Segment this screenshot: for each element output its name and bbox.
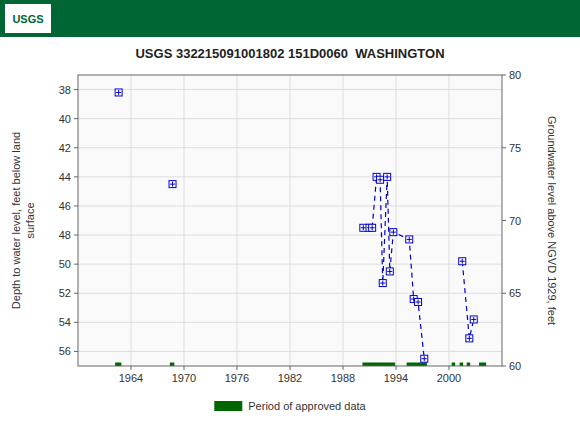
tick-label-y: 40 — [59, 113, 71, 125]
data-point — [369, 224, 376, 231]
legend-label: Period of approved data — [248, 400, 366, 412]
grid-line-y — [78, 293, 502, 294]
tick-label-y: 46 — [59, 200, 71, 212]
approved-period — [170, 363, 174, 367]
tick-x — [237, 366, 238, 370]
tick-y2 — [502, 75, 506, 76]
tick-y2 — [502, 147, 506, 148]
title: USGS 332215091001802 151D0060 WASHINGTON — [135, 46, 444, 61]
grid-line-y — [78, 147, 502, 148]
tick-label-y: 50 — [59, 258, 71, 270]
tick-label-x: 2000 — [437, 372, 461, 384]
tick-y — [74, 89, 78, 90]
tick-y — [74, 147, 78, 148]
legend: Period of approved data — [214, 400, 366, 412]
y-axis-label: Depth to water level, feet below landsur… — [10, 132, 36, 309]
grid-line-y — [78, 351, 502, 352]
tick-label-y2: 70 — [509, 215, 521, 227]
tick-label-y: 54 — [59, 316, 71, 328]
grid-line-y — [78, 118, 502, 119]
logo-box — [5, 4, 51, 33]
data-point — [390, 229, 397, 236]
tick-label-y2: 75 — [509, 142, 521, 154]
tick-label-y2: 65 — [509, 287, 521, 299]
tick-y — [74, 235, 78, 236]
tick-label-x: 1964 — [119, 372, 143, 384]
tick-label-y: 48 — [59, 229, 71, 241]
data-point — [386, 268, 393, 275]
data-point — [406, 236, 413, 243]
approved-period — [452, 363, 456, 367]
plot-frame — [78, 75, 502, 366]
tick-y — [74, 176, 78, 177]
approved-period — [460, 363, 464, 367]
grid — [78, 75, 502, 366]
y2-axis-label: Groundwater level above NGVD 1929, feet — [546, 116, 558, 325]
data-point — [415, 298, 422, 305]
grid-line-y — [78, 205, 502, 206]
tick-x — [131, 366, 132, 370]
tick-x — [290, 366, 291, 370]
approved-period — [467, 363, 471, 367]
header — [0, 0, 580, 37]
tick-label-y: 38 — [59, 84, 71, 96]
grid-line-y — [78, 322, 502, 323]
data-point — [466, 335, 473, 342]
grid-line-y — [78, 89, 502, 90]
tick-y — [74, 293, 78, 294]
data-point — [421, 355, 428, 362]
tick-label-y: 52 — [59, 287, 71, 299]
data-point — [470, 316, 477, 323]
tick-label-x: 1982 — [278, 372, 302, 384]
tick-x — [184, 366, 185, 370]
series-line — [462, 261, 473, 338]
tick-y2 — [502, 293, 506, 294]
tick-label-y2: 80 — [509, 69, 521, 81]
grid-line-y — [78, 235, 502, 236]
grid-line-y — [78, 264, 502, 265]
data-point — [115, 89, 122, 96]
tick-label-y: 44 — [59, 171, 71, 183]
data — [115, 89, 486, 366]
data-point — [384, 173, 391, 180]
tick-label-y: 42 — [59, 142, 71, 154]
approved-period — [407, 363, 427, 367]
tick-label-x: 1976 — [225, 372, 249, 384]
approved-period — [479, 363, 486, 367]
data-point — [377, 176, 384, 183]
tick-y2 — [502, 366, 506, 367]
series-line — [363, 177, 424, 359]
chart: USGS USGS 332215091001802 151D0060 WASHIN… — [0, 0, 580, 430]
tick-label-x: 1988 — [331, 372, 355, 384]
tick-label-x: 1994 — [384, 372, 408, 384]
approved-period — [362, 363, 395, 367]
data-point — [379, 280, 386, 287]
tick-y2 — [502, 220, 506, 221]
tick-label-y2: 60 — [509, 360, 521, 372]
legend-swatch — [214, 401, 242, 411]
tick-x — [449, 366, 450, 370]
tick-y — [74, 264, 78, 265]
plot-area — [78, 75, 502, 366]
tick-y — [74, 118, 78, 119]
logo-text: USGS — [12, 13, 43, 25]
tick-x — [343, 366, 344, 370]
tick-y — [74, 351, 78, 352]
approved-period — [115, 363, 121, 367]
tick-x — [396, 366, 397, 370]
tick-y — [74, 205, 78, 206]
tick-y — [74, 322, 78, 323]
tick-label-y: 56 — [59, 345, 71, 357]
tick-label-x: 1970 — [172, 372, 196, 384]
data-point — [459, 258, 466, 265]
data-point — [169, 181, 176, 188]
grid-line-y — [78, 176, 502, 177]
